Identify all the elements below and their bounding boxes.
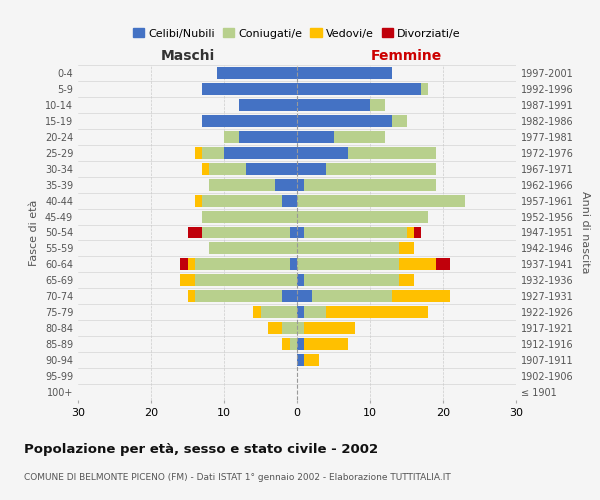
Bar xyxy=(370,99,385,111)
Bar xyxy=(297,99,370,111)
Bar xyxy=(436,258,450,270)
Bar xyxy=(195,290,283,302)
Bar xyxy=(297,290,311,302)
Bar xyxy=(195,194,202,206)
Bar xyxy=(311,290,392,302)
Bar xyxy=(304,338,348,350)
Bar xyxy=(399,258,436,270)
Bar xyxy=(326,162,436,174)
Bar xyxy=(202,115,297,127)
Bar xyxy=(407,226,414,238)
Bar xyxy=(283,290,297,302)
Bar xyxy=(414,226,421,238)
Bar xyxy=(304,322,355,334)
Bar xyxy=(253,306,260,318)
Text: Maschi: Maschi xyxy=(160,50,215,64)
Bar xyxy=(283,338,290,350)
Bar xyxy=(202,210,297,222)
Bar xyxy=(304,354,319,366)
Bar xyxy=(187,258,195,270)
Bar xyxy=(297,115,392,127)
Bar xyxy=(399,242,414,254)
Bar xyxy=(399,274,414,286)
Text: Popolazione per età, sesso e stato civile - 2002: Popolazione per età, sesso e stato civil… xyxy=(24,442,378,456)
Bar xyxy=(209,178,275,190)
Bar xyxy=(260,306,297,318)
Bar xyxy=(297,258,399,270)
Bar xyxy=(202,162,209,174)
Bar xyxy=(202,83,297,95)
Bar xyxy=(217,67,297,79)
Bar xyxy=(297,83,421,95)
Bar xyxy=(297,306,304,318)
Bar xyxy=(290,338,297,350)
Bar xyxy=(297,322,304,334)
Bar xyxy=(202,194,283,206)
Bar xyxy=(297,226,304,238)
Bar xyxy=(246,162,297,174)
Bar xyxy=(348,147,436,158)
Bar xyxy=(283,322,297,334)
Bar xyxy=(195,274,297,286)
Bar xyxy=(297,131,334,143)
Bar xyxy=(392,290,450,302)
Bar xyxy=(297,338,304,350)
Bar xyxy=(202,226,290,238)
Bar xyxy=(195,258,290,270)
Bar xyxy=(239,131,297,143)
Bar xyxy=(297,147,348,158)
Bar xyxy=(283,194,297,206)
Bar xyxy=(297,210,428,222)
Bar xyxy=(304,306,326,318)
Bar xyxy=(239,99,297,111)
Bar xyxy=(224,131,239,143)
Bar xyxy=(202,147,224,158)
Bar xyxy=(297,67,392,79)
Bar xyxy=(326,306,428,318)
Bar xyxy=(268,322,283,334)
Bar xyxy=(180,258,187,270)
Bar xyxy=(297,274,304,286)
Bar xyxy=(188,226,202,238)
Bar xyxy=(290,226,297,238)
Text: Femmine: Femmine xyxy=(371,50,442,64)
Bar xyxy=(187,290,195,302)
Bar xyxy=(224,147,297,158)
Bar xyxy=(180,274,195,286)
Bar xyxy=(304,226,407,238)
Bar xyxy=(275,178,297,190)
Y-axis label: Anni di nascita: Anni di nascita xyxy=(580,191,590,274)
Bar xyxy=(195,147,202,158)
Bar xyxy=(209,242,297,254)
Bar xyxy=(290,258,297,270)
Bar xyxy=(297,354,304,366)
Bar xyxy=(392,115,407,127)
Bar xyxy=(421,83,428,95)
Bar xyxy=(297,194,465,206)
Y-axis label: Fasce di età: Fasce di età xyxy=(29,200,39,266)
Legend: Celibi/Nubili, Coniugati/e, Vedovi/e, Divorziati/e: Celibi/Nubili, Coniugati/e, Vedovi/e, Di… xyxy=(129,24,465,43)
Bar xyxy=(209,162,246,174)
Bar xyxy=(304,178,436,190)
Bar xyxy=(297,242,399,254)
Text: COMUNE DI BELMONTE PICENO (FM) - Dati ISTAT 1° gennaio 2002 - Elaborazione TUTTI: COMUNE DI BELMONTE PICENO (FM) - Dati IS… xyxy=(24,472,451,482)
Bar xyxy=(304,274,399,286)
Bar xyxy=(297,178,304,190)
Bar xyxy=(334,131,385,143)
Bar xyxy=(297,162,326,174)
